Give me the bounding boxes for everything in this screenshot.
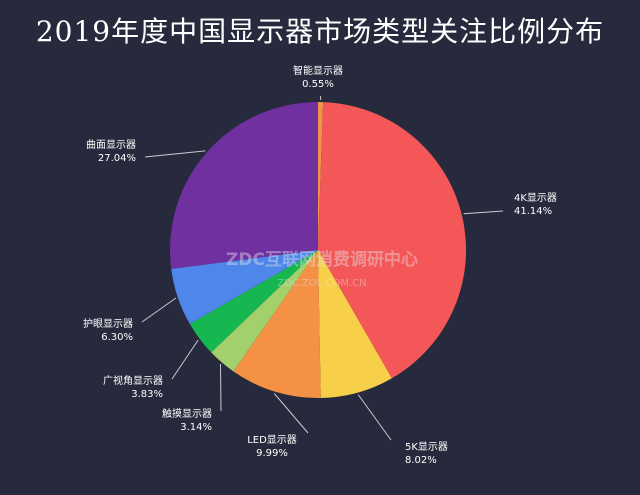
slice-label-2: 4K显示器 bbox=[514, 192, 557, 204]
slice-value-8: 27.04% bbox=[98, 153, 136, 164]
slice-value-3: 8.02% bbox=[405, 455, 437, 466]
leader-line-4 bbox=[273, 393, 309, 434]
slice-label-4: LED显示器 bbox=[247, 434, 297, 446]
slice-value-6: 3.83% bbox=[131, 389, 163, 400]
slice-label-8: 曲面显示器 bbox=[86, 139, 136, 151]
pie-slice-1 bbox=[318, 102, 324, 250]
leader-line-3 bbox=[357, 394, 392, 441]
pie-slice-5 bbox=[211, 250, 318, 372]
watermark-text: ZDC互联网消费调研中心 bbox=[226, 249, 418, 270]
pie-slice-6 bbox=[189, 250, 318, 353]
slice-label-3: 5K显示器 bbox=[405, 441, 448, 453]
slice-value-7: 6.30% bbox=[101, 332, 133, 343]
slice-value-2: 41.14% bbox=[514, 206, 552, 217]
watermark-url: ZDC.ZOL.COM.CN bbox=[277, 278, 366, 289]
slice-label-5: 触摸显示器 bbox=[162, 407, 212, 420]
leader-line-7 bbox=[141, 297, 177, 323]
chart-title: 2019年度中国显示器市场类型关注比例分布 bbox=[35, 15, 605, 48]
slice-label-6: 广视角显示器 bbox=[103, 374, 163, 387]
slice-label-1: 智能显示器 bbox=[293, 64, 343, 77]
slice-value-5: 3.14% bbox=[180, 422, 212, 433]
slice-value-4: 9.99% bbox=[256, 448, 288, 459]
leader-line-5 bbox=[220, 363, 222, 412]
pie-slice-2 bbox=[318, 102, 467, 379]
slice-value-1: 0.55% bbox=[302, 79, 334, 90]
pie-slice-8 bbox=[169, 102, 318, 269]
slice-label-7: 护眼显示器 bbox=[83, 317, 133, 330]
pie-slice-7 bbox=[171, 250, 318, 325]
leader-line-8 bbox=[144, 150, 206, 158]
pie-slice-3 bbox=[318, 250, 392, 398]
leader-line-6 bbox=[171, 339, 199, 380]
pie-slice-4 bbox=[233, 250, 321, 398]
leader-line-2 bbox=[463, 210, 504, 215]
